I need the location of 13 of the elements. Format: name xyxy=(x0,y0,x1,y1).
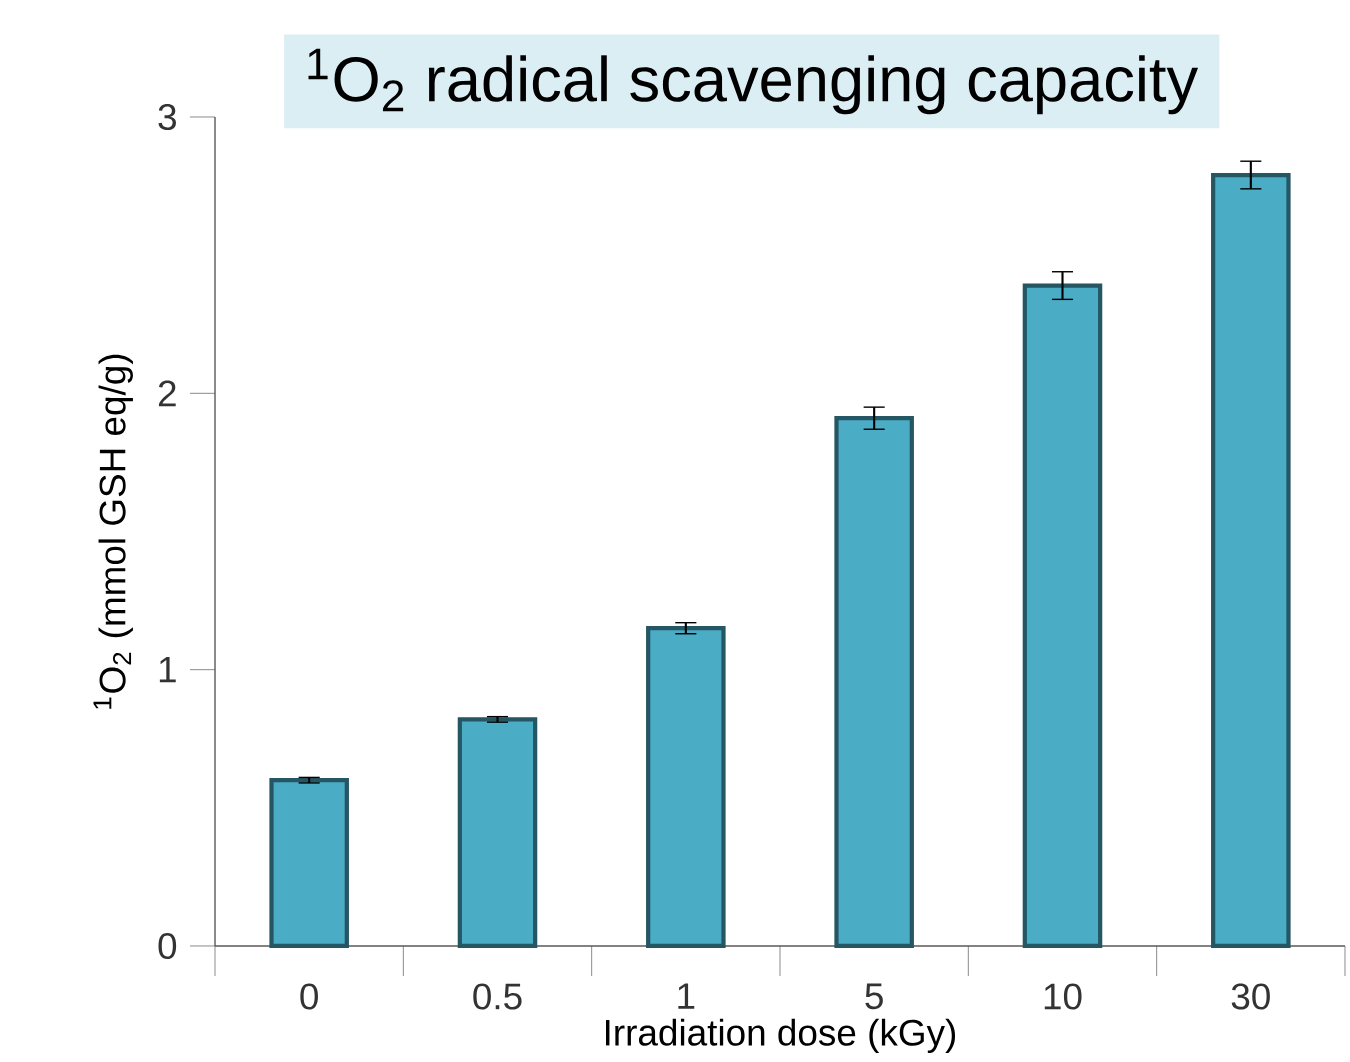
x-tick-label: 0 xyxy=(300,983,318,1010)
x-tick-label: 0.5 xyxy=(473,983,522,1010)
x-tick-label: 10 xyxy=(1044,983,1082,1010)
x-tick-label: 30 xyxy=(1231,983,1270,1010)
y-tick-label: 0 xyxy=(158,932,177,960)
chart-title: $^{1}$O$_{2}$ radical scavenging capacity xyxy=(308,48,1199,115)
y-tick-label: 3 xyxy=(158,103,176,131)
x-axis-title: Irradiation dose (kGy) xyxy=(606,1018,956,1054)
y-tick-label: 1 xyxy=(159,656,176,683)
y-axis-title: $^{1}$O$_{2}$ (mmol GSH eq/g) xyxy=(93,354,133,709)
y-tick-label: 2 xyxy=(158,380,176,407)
x-tick-label: 5 xyxy=(865,983,883,1010)
x-tick-label: 1 xyxy=(678,983,695,1009)
